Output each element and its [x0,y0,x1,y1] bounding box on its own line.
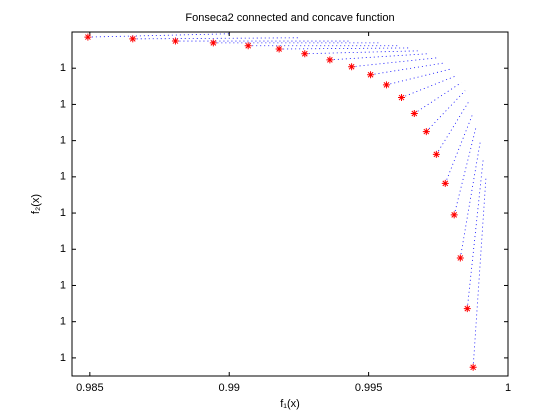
y-axis-label: f₂(x) [30,194,42,214]
star-marker [456,254,464,262]
chart-title: Fonseca2 connected and concave function [185,12,394,24]
y-tick-label: 1 [60,171,66,183]
x-tick-label: 0.985 [76,382,104,394]
star-marker [450,211,458,219]
ray [351,57,439,68]
star-marker [367,71,375,79]
star-marker [348,63,356,71]
y-tick-label: 1 [60,352,66,364]
ray [279,47,409,50]
y-tick-label: 1 [60,98,66,110]
star-marker [326,56,334,64]
star-marker [84,33,92,41]
y-tick-label: 1 [60,135,66,147]
y-tick-label: 1 [60,243,66,255]
star-marker [422,128,430,136]
y-tick-label: 1 [60,207,66,219]
x-tick-label: 0.995 [355,382,383,394]
ray [329,53,429,61]
x-tick-label: 0.99 [219,382,240,394]
star-marker [275,45,283,53]
star-marker [382,81,390,89]
x-tick-label: 1 [505,382,511,394]
y-tick-label: 1 [60,279,66,291]
ray [426,90,466,132]
star-marker [129,35,137,43]
ray [370,62,446,76]
star-marker [441,179,449,187]
star-marker [244,42,252,50]
ray [414,82,462,114]
ray [444,112,474,184]
y-tick-label: 1 [60,316,66,328]
star-marker [469,363,477,371]
star-marker [432,150,440,158]
star-marker [398,94,406,102]
x-axis-label: f₁(x) [280,398,300,410]
star-marker [171,37,179,45]
ray [436,100,470,155]
axes-box [71,31,509,377]
star-marker [410,109,418,117]
y-tick-label: 1 [60,62,66,74]
star-marker [301,50,309,58]
star-marker [463,305,471,313]
star-marker [209,39,217,47]
ray [304,50,419,55]
